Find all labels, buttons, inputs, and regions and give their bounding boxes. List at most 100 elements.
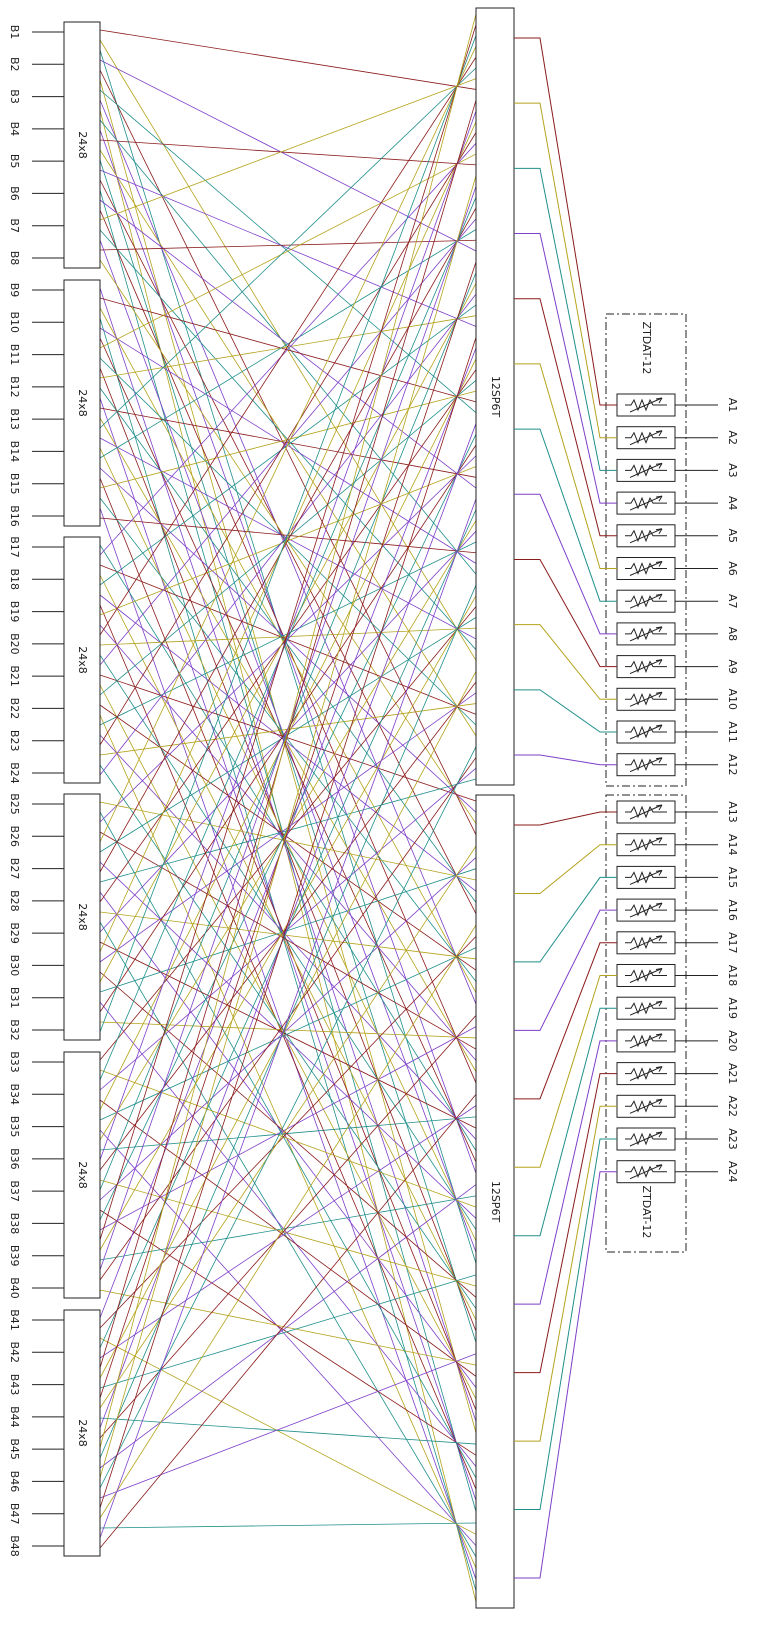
switch-output-wire <box>514 942 617 1100</box>
attenuator <box>514 428 718 613</box>
mesh-wire <box>99 1337 477 1535</box>
b-port-label: B40 <box>8 1277 21 1299</box>
b-port-label: B7 <box>8 218 21 233</box>
resistor-symbol <box>625 1099 667 1113</box>
attenuator <box>514 1094 718 1442</box>
a-port-label: A24 <box>726 1161 739 1183</box>
b-port-label: B41 <box>8 1309 21 1331</box>
mesh-wire <box>99 1069 477 1208</box>
mesh-wire <box>99 507 477 1580</box>
variable-arrow <box>629 837 663 853</box>
b-port-label: B43 <box>8 1374 21 1396</box>
resistor-symbol <box>625 398 667 412</box>
switch-output-wire <box>514 363 617 569</box>
matrix-block-label: 24x8 <box>76 903 89 931</box>
attenuator <box>514 898 718 1031</box>
attenuator <box>514 493 718 646</box>
mesh-wire <box>99 868 477 993</box>
b-port-label: B33 <box>8 1051 21 1073</box>
switch-output-wire <box>514 844 617 894</box>
resistor-symbol <box>625 660 667 673</box>
mesh-wire <box>99 337 477 1509</box>
b-port-label: B4 <box>8 122 21 137</box>
variable-arrowhead <box>655 804 663 811</box>
variable-arrow <box>629 757 663 773</box>
b-port-label: B16 <box>8 505 21 527</box>
b-port-label: B34 <box>8 1084 21 1106</box>
b-port-label: B9 <box>8 283 21 298</box>
mesh-wire <box>99 357 477 726</box>
attenuator <box>514 167 718 482</box>
attenuator <box>514 102 718 450</box>
mesh-wire <box>99 1522 477 1529</box>
variable-arrow <box>629 495 663 511</box>
mesh-wire <box>99 1129 477 1546</box>
variable-arrowhead <box>655 462 663 469</box>
attenuator <box>514 558 718 679</box>
switch-output-wire <box>514 909 617 1031</box>
attenuator <box>514 1127 718 1511</box>
mesh-wire <box>99 624 477 1061</box>
resistor-symbol <box>625 838 667 852</box>
variable-arrow <box>629 1164 663 1180</box>
a-port-label: A7 <box>726 594 739 609</box>
switch-output-wire <box>514 1007 617 1237</box>
b-port-label: B39 <box>8 1245 21 1267</box>
b-port-label: B12 <box>8 376 21 398</box>
matrix-block-label: 24x8 <box>76 646 89 674</box>
a-port-label: A10 <box>726 689 739 711</box>
variable-arrowhead <box>655 1000 663 1007</box>
matrix-block-label: 24x8 <box>76 389 89 417</box>
a-port-label: A21 <box>726 1063 739 1085</box>
mesh-wire <box>99 921 477 1558</box>
resistor-symbol <box>625 871 667 884</box>
matrix-block <box>63 21 101 269</box>
a-port-label: A13 <box>726 801 739 823</box>
mesh-wire <box>99 1195 477 1261</box>
mesh-wire <box>99 143 477 556</box>
resistor-symbol <box>625 464 667 477</box>
mesh-wire <box>99 327 477 564</box>
a-port-label: A3 <box>726 463 739 478</box>
switch-block <box>475 794 515 1609</box>
mesh-wire <box>99 764 477 1309</box>
variable-arrowhead <box>655 1066 663 1072</box>
attenuator <box>514 833 718 894</box>
switch-output-wire <box>514 754 617 766</box>
b-port-label: B38 <box>8 1213 21 1235</box>
mesh-wire <box>99 801 477 881</box>
mesh-wire <box>99 99 477 1005</box>
switch-output-wire <box>514 689 617 733</box>
resistor-symbol <box>625 1067 667 1080</box>
mesh-wire <box>99 734 477 1140</box>
mesh-wire <box>99 397 477 1501</box>
variable-arrowhead <box>655 869 663 876</box>
switch-output-wire <box>514 37 617 406</box>
variable-arrow <box>629 593 663 609</box>
mesh-wire <box>99 714 477 1569</box>
mesh-wire <box>99 604 477 1490</box>
mesh-wire <box>99 971 477 1298</box>
a-port-label: A4 <box>726 496 739 511</box>
variable-arrowhead <box>655 757 663 763</box>
variable-arrow <box>629 1066 663 1082</box>
mesh-wire <box>99 447 477 1242</box>
b-port-label: B2 <box>8 57 21 72</box>
mesh-wire <box>99 1021 477 1039</box>
variable-arrowhead <box>655 837 663 843</box>
a-port-label: A16 <box>726 899 739 921</box>
variable-arrowhead <box>655 691 663 698</box>
mesh-wire <box>99 79 477 1433</box>
mesh-wire <box>99 1105 477 1359</box>
b-port-label: B32 <box>8 1019 21 1041</box>
mesh-wire <box>99 654 477 1230</box>
attenuator-group-outline <box>605 313 687 787</box>
variable-arrow <box>629 935 663 951</box>
matrix-block-label: 24x8 <box>76 1161 89 1189</box>
mesh-wire <box>99 179 477 914</box>
variable-arrow <box>629 1131 663 1147</box>
variable-arrowhead <box>655 1164 663 1170</box>
resistor-symbol <box>625 529 667 543</box>
interconnect-mesh <box>99 13 477 1603</box>
mesh-wire <box>99 1179 477 1287</box>
